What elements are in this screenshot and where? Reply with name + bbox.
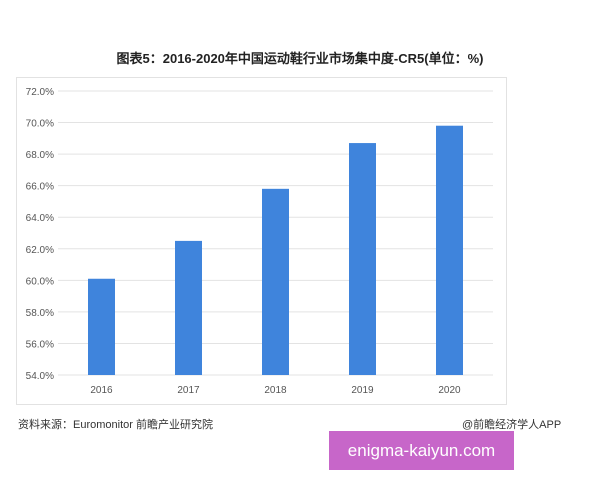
x-tick-label: 2017 [177, 385, 200, 396]
x-tick-label: 2019 [351, 385, 374, 396]
chart-frame [16, 77, 507, 405]
y-tick-label: 70.0% [26, 119, 54, 130]
bar-2019 [349, 143, 376, 375]
y-tick-label: 64.0% [26, 213, 54, 224]
x-tick-label: 2016 [90, 385, 113, 396]
bar-2016 [88, 278, 115, 375]
y-tick-label: 54.0% [26, 371, 54, 382]
y-tick-label: 60.0% [26, 276, 54, 287]
y-tick-label: 58.0% [26, 308, 54, 319]
bar-2020 [436, 125, 463, 375]
source-note: 资料来源：Euromonitor 前瞻产业研究院 [18, 419, 213, 431]
y-tick-label: 72.0% [26, 87, 54, 98]
y-tick-label: 68.0% [26, 150, 54, 161]
bar-2017 [175, 240, 202, 375]
credit-note: @前瞻经济学人APP [462, 419, 562, 431]
y-tick-label: 56.0% [26, 339, 54, 350]
x-tick-label: 2018 [264, 385, 287, 396]
x-tick-label: 2020 [438, 385, 461, 396]
y-tick-label: 62.0% [26, 245, 54, 256]
bar-2018 [262, 188, 289, 375]
y-tick-label: 66.0% [26, 182, 54, 193]
watermark-banner: enigma-kaiyun.com [329, 431, 514, 470]
chart-title: 图表5：2016-2020年中国运动鞋行业市场集中度-CR5(单位：%) [116, 51, 484, 66]
